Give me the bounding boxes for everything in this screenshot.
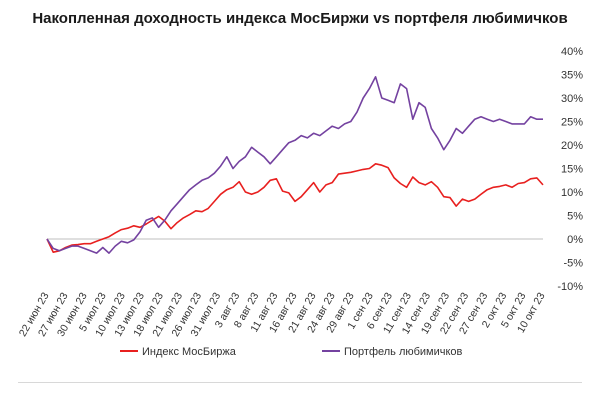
chart-title: Накопленная доходность индекса МосБиржи … xyxy=(32,10,568,27)
legend-label: Индекс МосБиржа xyxy=(142,346,237,358)
bottom-divider xyxy=(18,382,582,383)
y-tick-label: 25% xyxy=(561,117,583,129)
y-tick-label: 0% xyxy=(567,234,583,246)
y-tick-label: 5% xyxy=(567,211,583,223)
series-line-1 xyxy=(46,163,544,253)
y-tick-label: 30% xyxy=(561,93,583,105)
legend-label: Портфель любимичков xyxy=(344,346,463,358)
y-tick-label: -10% xyxy=(557,281,583,293)
y-tick-label: 20% xyxy=(561,140,583,152)
series-line-2 xyxy=(46,76,543,254)
y-tick-label: 40% xyxy=(561,46,583,58)
y-tick-label: 35% xyxy=(561,70,583,82)
y-tick-label: 15% xyxy=(561,164,583,176)
y-tick-label: -5% xyxy=(563,258,583,270)
y-tick-label: 10% xyxy=(561,187,583,199)
